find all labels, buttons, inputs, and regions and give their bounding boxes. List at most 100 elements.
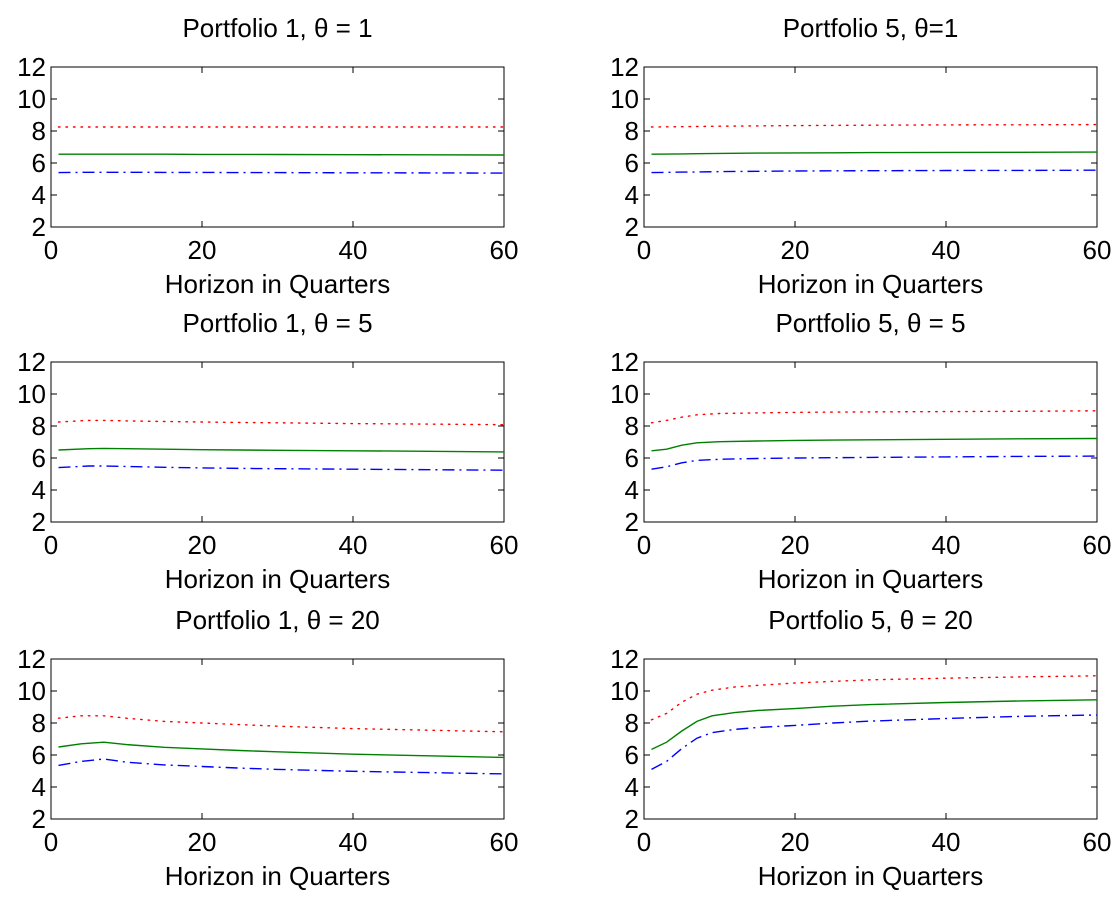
y-tick-label: 4 — [32, 772, 46, 802]
y-tick-label: 12 — [610, 644, 639, 674]
x-tick-label: 60 — [1083, 235, 1112, 265]
x-tick-label: 0 — [44, 827, 58, 857]
y-tick-label: 4 — [625, 772, 639, 802]
x-tick-label: 0 — [637, 530, 651, 560]
y-tick-label: 8 — [625, 411, 639, 441]
y-tick-label: 12 — [17, 52, 46, 82]
series-line-dashdot — [58, 171, 505, 174]
series-line-dotted — [57, 419, 505, 426]
y-tick-label: 2 — [32, 507, 46, 537]
x-axis-label: Horizon in Quarters — [758, 269, 983, 299]
x-tick-label: 0 — [637, 235, 651, 265]
y-tick-label: 10 — [610, 676, 639, 706]
y-tick-label: 12 — [610, 52, 639, 82]
y-tick-label: 4 — [32, 475, 46, 505]
subplot-title: Portfolio 5, θ=1 — [783, 13, 959, 43]
x-tick-label: 60 — [490, 827, 519, 857]
y-tick-label: 6 — [32, 740, 46, 770]
series-line-dotted — [57, 715, 505, 733]
series-line-dashdot — [58, 758, 505, 775]
y-tick-label: 2 — [625, 212, 639, 242]
y-tick-label: 10 — [17, 84, 46, 114]
y-tick-label: 4 — [625, 475, 639, 505]
series-line-dotted — [650, 410, 1098, 424]
y-tick-label: 4 — [625, 180, 639, 210]
y-tick-label: 2 — [625, 804, 639, 834]
series-line-solid — [58, 741, 505, 759]
x-tick-label: 40 — [339, 530, 368, 560]
y-tick-label: 10 — [610, 379, 639, 409]
subplot-title: Portfolio 5, θ = 5 — [775, 308, 965, 338]
series-line-dotted — [650, 675, 1098, 721]
series-line-dashdot — [651, 455, 1098, 470]
y-tick-label: 8 — [625, 116, 639, 146]
subplot-title: Portfolio 5, θ = 20 — [768, 605, 973, 635]
y-tick-label: 10 — [17, 379, 46, 409]
y-tick-label: 2 — [625, 507, 639, 537]
x-tick-label: 40 — [932, 827, 961, 857]
axes-frame — [50, 361, 505, 523]
x-tick-label: 20 — [781, 530, 810, 560]
axes-frame — [643, 658, 1098, 820]
y-tick-label: 6 — [32, 443, 46, 473]
x-axis-label: Horizon in Quarters — [165, 269, 390, 299]
x-tick-label: 20 — [188, 827, 217, 857]
x-tick-label: 40 — [339, 827, 368, 857]
y-tick-label: 12 — [17, 644, 46, 674]
subplot-title: Portfolio 1, θ = 1 — [182, 13, 372, 43]
x-axis-label: Horizon in Quarters — [758, 861, 983, 891]
x-tick-label: 40 — [339, 235, 368, 265]
y-tick-label: 10 — [610, 84, 639, 114]
y-tick-label: 12 — [17, 347, 46, 377]
x-tick-label: 0 — [44, 235, 58, 265]
y-tick-label: 10 — [17, 676, 46, 706]
y-tick-label: 6 — [625, 148, 639, 178]
y-tick-label: 8 — [625, 708, 639, 738]
y-tick-label: 6 — [625, 740, 639, 770]
y-tick-label: 6 — [625, 443, 639, 473]
y-tick-label: 8 — [32, 411, 46, 441]
series-line-solid — [651, 151, 1098, 155]
y-tick-label: 6 — [32, 148, 46, 178]
x-tick-label: 0 — [637, 827, 651, 857]
series-line-solid — [651, 699, 1098, 751]
series-line-solid — [651, 437, 1098, 452]
axes-frame — [50, 658, 505, 820]
x-tick-label: 60 — [1083, 827, 1112, 857]
series-line-dashdot — [651, 714, 1098, 771]
series-line-solid — [58, 447, 505, 453]
x-tick-label: 20 — [781, 827, 810, 857]
x-axis-label: Horizon in Quarters — [165, 861, 390, 891]
y-tick-label: 8 — [32, 708, 46, 738]
x-tick-label: 40 — [932, 235, 961, 265]
subplot-title: Portfolio 1, θ = 20 — [175, 605, 380, 635]
x-tick-label: 20 — [781, 235, 810, 265]
x-tick-label: 60 — [490, 235, 519, 265]
x-tick-label: 0 — [44, 530, 58, 560]
x-axis-label: Horizon in Quarters — [165, 564, 390, 594]
y-tick-label: 2 — [32, 804, 46, 834]
x-tick-label: 40 — [932, 530, 961, 560]
x-axis-label: Horizon in Quarters — [758, 564, 983, 594]
y-tick-label: 12 — [610, 347, 639, 377]
series-line-solid — [58, 153, 505, 156]
x-tick-label: 60 — [1083, 530, 1112, 560]
x-tick-label: 20 — [188, 530, 217, 560]
axes-frame — [643, 66, 1098, 228]
x-tick-label: 20 — [188, 235, 217, 265]
axes-frame — [50, 66, 505, 228]
y-tick-label: 4 — [32, 180, 46, 210]
series-line-dashdot — [651, 169, 1098, 174]
series-line-dashdot — [58, 465, 505, 471]
series-line-dotted — [650, 123, 1098, 128]
subplot-title: Portfolio 1, θ = 5 — [182, 308, 372, 338]
y-tick-label: 8 — [32, 116, 46, 146]
x-tick-label: 60 — [490, 530, 519, 560]
